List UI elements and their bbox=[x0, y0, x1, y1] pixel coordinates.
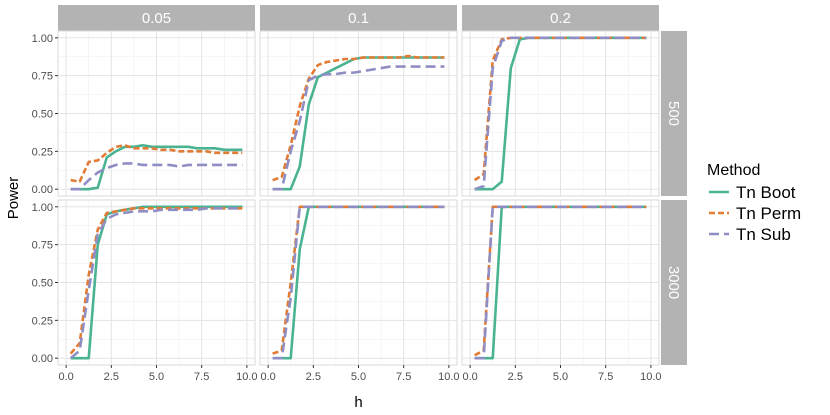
facet-strip-col bbox=[58, 5, 255, 31]
series-line-tn-perm bbox=[272, 54, 445, 182]
x-axis-title: h bbox=[354, 394, 362, 411]
series-line-tn-boot bbox=[70, 143, 243, 191]
series-line-tn-perm bbox=[70, 143, 243, 183]
x-tick-label: 7.5 bbox=[598, 371, 613, 383]
y-axis-title: Power bbox=[5, 177, 22, 220]
series-line-tn-sub bbox=[272, 65, 445, 191]
facet-strip-col bbox=[462, 5, 659, 31]
y-tick-label: 1.00 bbox=[32, 33, 53, 45]
x-tick-label: 0.0 bbox=[462, 371, 477, 383]
x-tick-label: 7.5 bbox=[194, 371, 209, 383]
facet-strip-row bbox=[661, 200, 687, 365]
legend-entry-label: Tn Boot bbox=[736, 183, 796, 202]
facet-strip-col bbox=[260, 5, 457, 31]
facet-strip-label: 3000 bbox=[665, 266, 682, 299]
x-tick-label: 0.0 bbox=[260, 371, 275, 383]
x-tick-label: 7.5 bbox=[396, 371, 411, 383]
y-tick-label: 0.25 bbox=[32, 146, 53, 158]
y-tick-label: 0.75 bbox=[32, 71, 53, 83]
x-tick-label: 10.0 bbox=[438, 371, 459, 383]
facet-strip-label: 0.2 bbox=[550, 10, 571, 27]
x-tick-label: 2.5 bbox=[306, 371, 321, 383]
facet-strip-label: 500 bbox=[665, 101, 682, 126]
x-tick-label: 5.0 bbox=[351, 371, 366, 383]
series-line-tn-sub bbox=[272, 205, 445, 360]
x-tick-label: 5.0 bbox=[149, 371, 164, 383]
series-line-tn-sub bbox=[70, 162, 243, 191]
legend-title: Method bbox=[707, 162, 760, 179]
series-line-tn-sub bbox=[474, 36, 647, 191]
x-tick-label: 5.0 bbox=[553, 371, 568, 383]
x-tick-label: 0.0 bbox=[58, 371, 73, 383]
y-tick-label: 0.50 bbox=[32, 109, 53, 121]
y-tick-label: 0.00 bbox=[32, 353, 53, 365]
x-tick-label: 2.5 bbox=[104, 371, 119, 383]
y-tick-label: 0.25 bbox=[32, 315, 53, 327]
series-line-tn-sub bbox=[474, 205, 647, 360]
facet-strip-label: 0.05 bbox=[142, 10, 171, 27]
legend-entry-label: Tn Sub bbox=[736, 225, 791, 244]
facet-strip-row bbox=[661, 31, 687, 196]
facet-strip-label: 0.1 bbox=[348, 10, 369, 27]
x-tick-label: 2.5 bbox=[508, 371, 523, 383]
x-tick-label: 10.0 bbox=[236, 371, 257, 383]
y-tick-label: 0.00 bbox=[32, 184, 53, 196]
y-tick-label: 0.50 bbox=[32, 278, 53, 290]
legend-entry-label: Tn Perm bbox=[736, 204, 801, 223]
y-tick-label: 1.00 bbox=[32, 202, 53, 214]
series-line-tn-sub bbox=[69, 207, 243, 360]
x-tick-label: 10.0 bbox=[640, 371, 661, 383]
series-line-tn-boot bbox=[70, 205, 243, 360]
y-tick-label: 0.75 bbox=[32, 240, 53, 252]
